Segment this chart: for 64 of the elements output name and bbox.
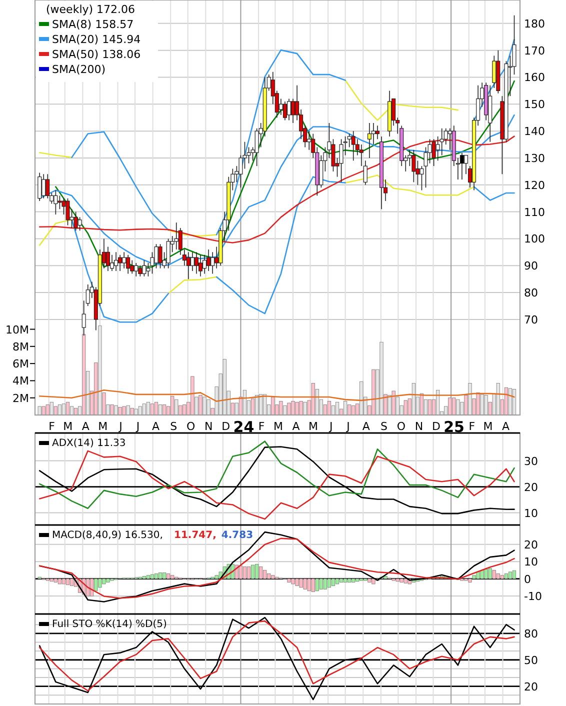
y-tick-label: 130 [524, 152, 545, 165]
chart-title: (weekly) 172.06 [46, 3, 136, 16]
y-tick-label: 100 [524, 232, 545, 246]
x-tick-label: F [468, 420, 476, 433]
y-tick-label: 10 [524, 556, 538, 569]
x-tick-label: N [414, 420, 424, 433]
x-tick-label: M [63, 420, 73, 433]
x-tick-label: J [118, 420, 122, 433]
y-tick-label: 30 [524, 454, 538, 468]
x-tick-label: M [273, 420, 283, 433]
y-tick-label: 70 [524, 313, 538, 326]
x-tick-label: A [152, 420, 160, 433]
y-tick-label: 90 [524, 260, 538, 273]
y-tick-label: 160 [524, 71, 545, 84]
y-tick-label: 20 [524, 480, 538, 494]
y2-tick-label: 8M [12, 340, 29, 354]
y-tick-label: 80 [524, 286, 538, 300]
y-tick-label: -10 [524, 590, 542, 604]
y-tick-label: 0 [524, 572, 531, 586]
x-tick-label: F [258, 420, 265, 433]
y2-tick-label: 6M [12, 358, 29, 371]
legend-label: ADX(14) 11.33 [52, 438, 126, 449]
x-tick-label: D [432, 420, 440, 433]
legend-label: SMA(200) [52, 63, 106, 76]
x-tick-label: F [48, 420, 55, 433]
x-tick-label: A [502, 420, 510, 433]
legend-label: Full STO %K(14) %D(5) [52, 619, 168, 630]
x-tick-label: S [380, 420, 388, 433]
x-tick-label: N [204, 420, 213, 433]
x-tick-label: A [362, 420, 370, 433]
legend-label: SMA(8) 158.57 [52, 18, 134, 31]
x-tick-label: J [135, 420, 140, 433]
legend-label: SMA(20) 145.94 [52, 33, 141, 46]
y-tick-label: 140 [524, 125, 545, 138]
y-tick-label: 110 [524, 206, 545, 219]
x-tick-label: M [483, 420, 493, 433]
x-tick-label: D [222, 420, 230, 433]
x-tick-label: O [186, 420, 196, 433]
x-tick-label: M [98, 420, 108, 433]
y2-tick-label: 10M [6, 323, 29, 336]
x-tick-label: J [346, 420, 350, 433]
x-tick-label: 25 [444, 418, 464, 436]
x-tick-label: A [292, 420, 300, 433]
x-tick-label: J [328, 420, 333, 433]
y-tick-label: 10 [524, 506, 538, 520]
y2-tick-label: 4M [12, 374, 29, 388]
y-tick-label: 170 [524, 44, 545, 58]
legend-label: SMA(50) 138.06 [52, 48, 141, 61]
y-tick-label: 20 [524, 680, 538, 694]
legend-label: MACD(8,40,9) 16.530, [52, 530, 163, 541]
x-tick-label: S [170, 420, 178, 433]
y-tick-label: 50 [524, 654, 538, 667]
y-tick-label: 20 [524, 538, 538, 552]
x-tick-label: M [308, 420, 318, 433]
y-tick-label: 120 [524, 178, 545, 192]
text: 11.747, [174, 530, 216, 541]
y-tick-label: 80 [524, 627, 538, 640]
annotation: 4.783 [221, 530, 254, 541]
x-tick-label: O [396, 420, 406, 433]
y2-tick-label: 2M [12, 392, 29, 405]
x-tick-label: A [82, 420, 90, 433]
x-tick-label: 24 [233, 418, 254, 436]
y-tick-label: 180 [524, 17, 545, 30]
y-tick-label: 150 [524, 98, 545, 112]
